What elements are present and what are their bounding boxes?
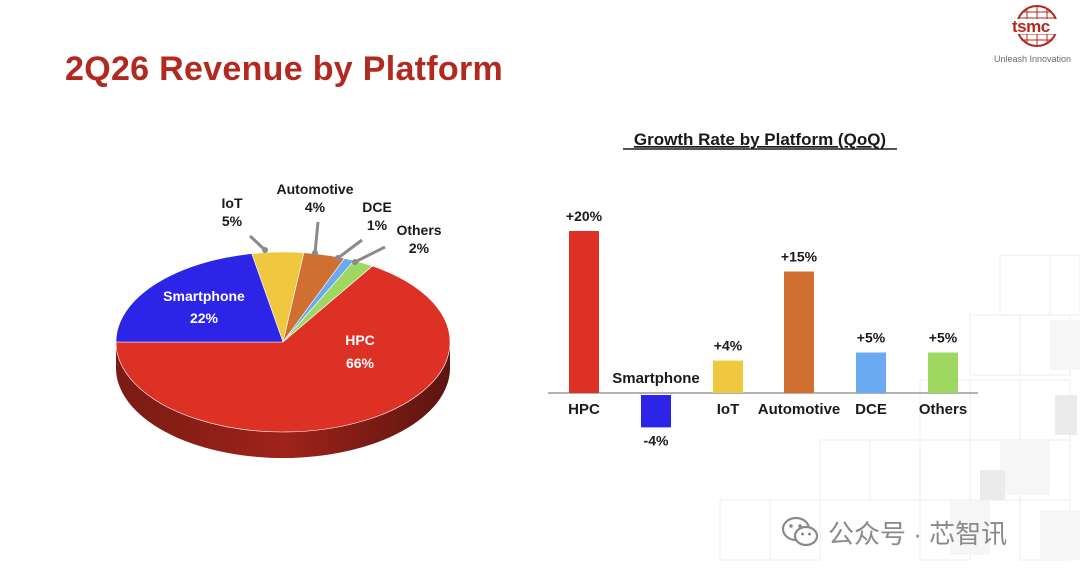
pie-value-smartphone: 22% <box>190 310 219 326</box>
tsmc-logo: tsmc <box>985 0 1080 70</box>
pie-side-hpc <box>116 342 450 458</box>
tsmc-logo-mark <box>1010 5 1066 47</box>
bar-value-dce: +5% <box>857 330 886 346</box>
slide-title: 2Q26 Revenue by Platform <box>65 50 504 88</box>
watermark-text: 公众号 · 芯智讯 <box>828 518 1008 549</box>
pie-label-automotive: Automotive <box>277 181 354 197</box>
bar-chart-title: Growth Rate by Platform (QoQ) <box>634 130 886 149</box>
bar-others <box>928 352 958 393</box>
logo-tagline: Unleash Innovation <box>994 54 1072 64</box>
pie-label-iot: IoT <box>222 195 243 211</box>
pie-leader-iot <box>248 234 267 252</box>
pie-slice-smartphone <box>115 253 284 343</box>
bar-iot <box>713 360 743 393</box>
pie-value-automotive: 4% <box>305 199 326 215</box>
pie-leader-dot-automotive <box>312 250 318 256</box>
bar-category-others: Others <box>919 401 967 418</box>
pie-leader-dot-iot <box>262 247 268 253</box>
pie-leader-automotive <box>313 221 320 254</box>
pie-value-others: 2% <box>409 240 430 256</box>
pie-leader-others <box>354 245 386 264</box>
pie-label-smartphone: Smartphone <box>163 288 245 304</box>
bar-value-hpc: +20% <box>566 208 603 224</box>
bar-automotive <box>784 271 814 393</box>
bar-value-iot: +4% <box>714 338 743 354</box>
pie-slice-hpc <box>115 265 451 433</box>
pie-label-dce: DCE <box>362 199 392 215</box>
pie-leader-dot-others <box>352 259 358 265</box>
bar-value-smartphone: -4% <box>644 432 669 448</box>
pie-value-hpc: 66% <box>346 355 375 371</box>
pie-value-iot: 5% <box>222 213 243 229</box>
pie-leader-dce <box>337 238 363 260</box>
bar-category-smartphone: Smartphone <box>612 370 700 387</box>
logo-brand-text: tsmc <box>1012 17 1050 36</box>
bar-smartphone <box>641 395 671 428</box>
pie-leader-dot-dce <box>335 255 341 261</box>
bar-dce <box>856 352 886 393</box>
pie-label-hpc: HPC <box>345 332 375 348</box>
bar-category-dce: DCE <box>855 401 887 418</box>
bar-category-iot: IoT <box>717 401 740 418</box>
bar-category-hpc: HPC <box>568 401 600 418</box>
wechat-icon <box>781 516 819 547</box>
bar-value-automotive: +15% <box>781 249 818 265</box>
bar-category-automotive: Automotive <box>758 401 841 418</box>
bar-value-others: +5% <box>929 330 958 346</box>
pie-label-others: Others <box>396 222 441 238</box>
pie-value-dce: 1% <box>367 217 388 233</box>
watermark: 公众号 · 芯智讯 <box>780 512 1007 552</box>
bar-hpc <box>569 231 599 393</box>
